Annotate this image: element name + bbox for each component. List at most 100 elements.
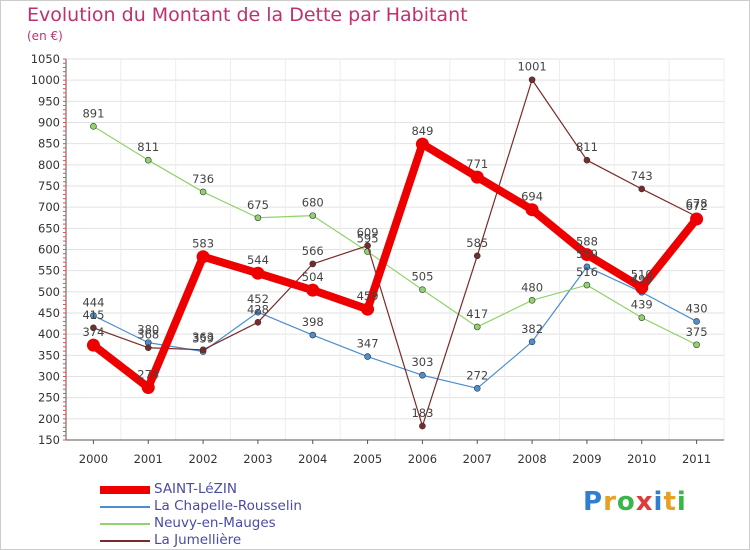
legend-swatch-neuvy-en-mauges (100, 523, 150, 525)
y-tick-label: 650 (38, 221, 60, 235)
legend-label-saint-lezin: SAINT-LéZIN (154, 481, 237, 497)
x-tick-label: 2004 (298, 452, 327, 466)
data-label-2: 891 (82, 106, 104, 120)
data-label-0: 274 (137, 368, 159, 382)
logo-letter: o (616, 487, 636, 517)
data-label-0: 459 (357, 289, 379, 303)
data-label-2: 505 (411, 270, 433, 284)
data-label-1: 398 (302, 315, 324, 329)
series-point-0 (86, 338, 100, 352)
y-tick-label: 600 (38, 243, 60, 257)
series-point-1 (309, 331, 317, 339)
series-line-0 (89, 140, 701, 392)
series-point-2 (693, 341, 700, 349)
series-line-3 (92, 79, 698, 427)
data-label-3: 415 (82, 308, 104, 322)
data-label-2: 417 (466, 307, 488, 321)
series-point-2 (309, 212, 317, 219)
data-label-2: 595 (357, 232, 379, 246)
series-point-0 (470, 170, 484, 184)
data-label-3: 566 (302, 244, 324, 258)
data-label-0: 544 (247, 253, 269, 267)
legend-swatch-saint-lezin (100, 486, 150, 494)
legend-swatch-la-chapelle-rousselin (100, 506, 150, 508)
logo-letter: t (663, 487, 677, 517)
legend-label-la-jumelliere: La Jumellière (154, 532, 242, 548)
proxiti-logo: Proxiti (583, 487, 687, 517)
data-label-1: 452 (247, 292, 269, 306)
y-tick-label: 500 (38, 285, 60, 299)
data-label-1: 444 (82, 296, 104, 310)
series-point-1 (90, 312, 97, 319)
data-label-0: 771 (466, 157, 488, 171)
data-label-3: 743 (631, 169, 653, 183)
y-tick-label: 350 (38, 348, 60, 362)
series-point-1 (583, 263, 591, 271)
data-label-3: 811 (576, 140, 598, 154)
x-tick-label: 2011 (682, 452, 711, 466)
y-tick-label: 400 (38, 327, 60, 341)
series-point-3 (419, 422, 426, 430)
series-point-0 (361, 302, 375, 316)
data-label-0: 510 (631, 268, 653, 282)
logo-letter: P (583, 487, 604, 517)
data-label-3: 363 (192, 330, 214, 344)
data-label-2: 516 (576, 265, 598, 279)
logo-letter: i (653, 487, 664, 517)
data-label-3: 585 (466, 236, 488, 250)
series-point-1 (473, 385, 481, 392)
data-label-3: 183 (411, 406, 433, 420)
series-point-3 (144, 344, 152, 352)
series-point-0 (415, 137, 429, 151)
legend-item-neuvy-en-mauges: Neuvy-en-Mauges (100, 515, 360, 532)
chart-title: Evolution du Montant de la Dette par Hab… (27, 4, 468, 26)
series-point-3 (364, 242, 371, 249)
x-tick-label: 2008 (517, 452, 546, 466)
legend-item-la-chapelle-rousselin: La Chapelle-Rousselin (100, 498, 360, 515)
series-point-2 (254, 214, 262, 222)
x-tick-label: 2003 (243, 452, 272, 466)
x-tick-label: 2007 (463, 452, 492, 466)
data-label-0: 374 (82, 325, 104, 339)
series-point-1 (254, 308, 262, 316)
logo-letter: r (603, 487, 617, 517)
series-point-0 (306, 283, 320, 297)
chart-legend: SAINT-LéZIN La Chapelle-Rousselin Neuvy-… (100, 481, 360, 549)
data-label-3: 609 (357, 226, 379, 240)
data-label-0: 672 (686, 199, 708, 213)
data-label-1: 359 (192, 332, 214, 346)
data-label-0: 694 (521, 190, 543, 204)
y-tick-label: 150 (38, 433, 60, 447)
chart-unit: (en €) (27, 29, 63, 43)
data-label-1: 499 (631, 272, 653, 286)
x-tick-label: 2002 (188, 452, 217, 466)
series-point-0 (635, 281, 649, 295)
y-tick-label: 450 (38, 306, 60, 320)
series-point-3 (199, 346, 207, 354)
data-label-3: 1001 (517, 60, 546, 74)
data-label-3: 368 (137, 328, 159, 342)
data-label-1: 347 (357, 337, 379, 351)
data-label-0: 583 (192, 237, 214, 251)
series-point-2 (638, 314, 646, 321)
x-tick-label: 2005 (353, 452, 382, 466)
data-label-2: 439 (631, 298, 653, 312)
y-tick-label: 550 (38, 264, 60, 278)
series-line-2 (92, 125, 698, 346)
legend-label-la-chapelle-rousselin: La Chapelle-Rousselin (154, 498, 302, 514)
legend-swatch-la-jumelliere (100, 540, 150, 542)
data-label-0: 588 (576, 235, 598, 249)
series-point-0 (196, 250, 210, 264)
series-point-1 (693, 318, 700, 325)
series-point-3 (583, 156, 591, 164)
data-label-1: 272 (466, 368, 488, 382)
legend-label-neuvy-en-mauges: Neuvy-en-Mauges (154, 515, 276, 531)
x-tick-label: 2000 (79, 452, 108, 466)
data-label-2: 811 (137, 140, 159, 154)
logo-letter: x (635, 487, 654, 517)
series-point-2 (419, 286, 426, 294)
y-tick-label: 950 (38, 94, 60, 108)
data-label-0: 849 (411, 124, 433, 138)
series-point-0 (141, 381, 155, 395)
data-label-2: 375 (686, 325, 708, 339)
